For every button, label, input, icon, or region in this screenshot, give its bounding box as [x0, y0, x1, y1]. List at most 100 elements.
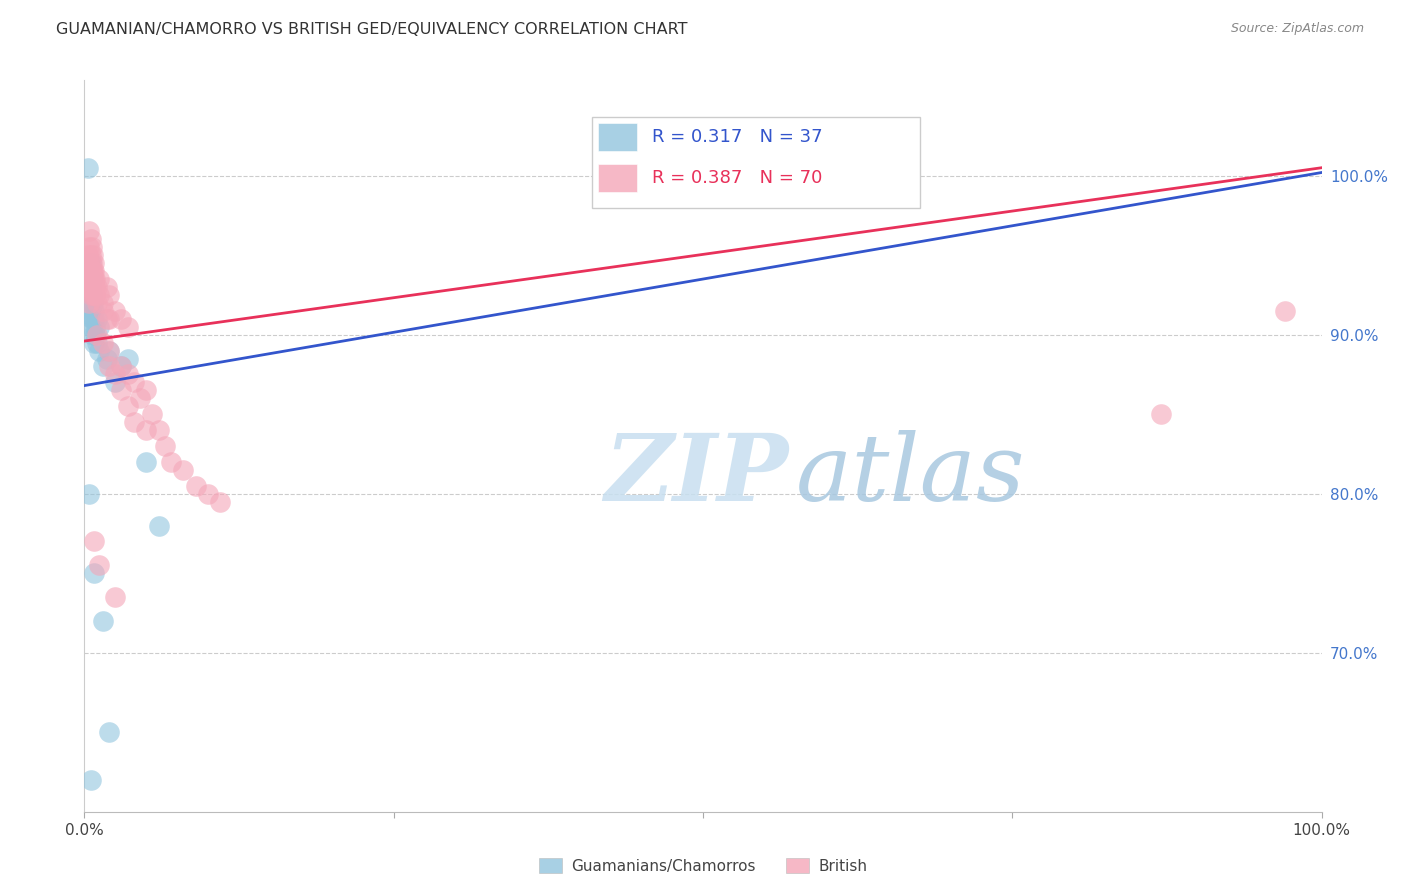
Point	[135, 423, 157, 437]
Point	[89, 288, 111, 302]
Point	[104, 376, 127, 390]
Point	[110, 359, 132, 374]
Point	[89, 272, 111, 286]
Point	[83, 272, 105, 286]
Point	[86, 296, 108, 310]
Point	[104, 303, 127, 318]
Point	[91, 303, 114, 318]
Text: atlas: atlas	[796, 430, 1025, 520]
Point	[83, 335, 105, 350]
Point	[84, 319, 107, 334]
Point	[98, 343, 121, 358]
FancyBboxPatch shape	[592, 117, 920, 209]
Point	[184, 479, 207, 493]
Text: Source: ZipAtlas.com: Source: ZipAtlas.com	[1230, 22, 1364, 36]
Point	[104, 590, 127, 604]
Point	[82, 288, 104, 302]
Point	[79, 280, 101, 294]
Point	[104, 368, 127, 382]
Point	[77, 280, 100, 294]
Point	[80, 272, 103, 286]
Point	[79, 264, 101, 278]
Point	[89, 343, 111, 358]
Point	[82, 248, 104, 262]
Legend: Guamanians/Chamorros, British: Guamanians/Chamorros, British	[533, 852, 873, 880]
Point	[86, 335, 108, 350]
Point	[148, 518, 170, 533]
FancyBboxPatch shape	[598, 123, 637, 152]
Point	[79, 248, 101, 262]
Point	[91, 335, 114, 350]
Point	[82, 280, 104, 294]
Point	[82, 296, 104, 310]
Point	[82, 327, 104, 342]
Point	[86, 280, 108, 294]
Point	[83, 264, 105, 278]
Point	[89, 558, 111, 573]
Point	[91, 359, 114, 374]
Point	[84, 272, 107, 286]
Point	[83, 311, 105, 326]
Point	[148, 423, 170, 437]
FancyBboxPatch shape	[598, 164, 637, 192]
Point	[83, 256, 105, 270]
Point	[110, 359, 132, 374]
Point	[84, 280, 107, 294]
Point	[79, 296, 101, 310]
Point	[80, 240, 103, 254]
Point	[79, 486, 101, 500]
Point	[98, 288, 121, 302]
Point	[77, 161, 100, 175]
Point	[89, 319, 111, 334]
Point	[79, 280, 101, 294]
Point	[79, 288, 101, 302]
Text: GUAMANIAN/CHAMORRO VS BRITISH GED/EQUIVALENCY CORRELATION CHART: GUAMANIAN/CHAMORRO VS BRITISH GED/EQUIVA…	[56, 22, 688, 37]
Point	[80, 256, 103, 270]
Point	[98, 311, 121, 326]
Point	[84, 327, 107, 342]
Text: ZIP: ZIP	[605, 430, 789, 520]
Point	[209, 494, 232, 508]
Point	[98, 343, 121, 358]
Point	[91, 296, 114, 310]
Point	[96, 280, 118, 294]
Point	[82, 311, 104, 326]
Text: R = 0.317   N = 37: R = 0.317 N = 37	[652, 128, 823, 145]
Point	[172, 463, 194, 477]
Point	[83, 534, 105, 549]
Point	[80, 264, 103, 278]
Point	[79, 296, 101, 310]
Point	[83, 303, 105, 318]
Point	[1274, 303, 1296, 318]
Point	[79, 224, 101, 238]
Point	[135, 384, 157, 398]
Point	[141, 407, 163, 421]
Point	[83, 288, 105, 302]
Point	[77, 248, 100, 262]
Point	[79, 240, 101, 254]
Point	[79, 772, 101, 787]
Point	[1150, 407, 1173, 421]
Point	[117, 399, 139, 413]
Point	[80, 311, 103, 326]
Point	[98, 359, 121, 374]
Point	[84, 288, 107, 302]
Point	[110, 311, 132, 326]
Point	[79, 256, 101, 270]
Point	[80, 272, 103, 286]
Point	[83, 280, 105, 294]
Point	[86, 327, 108, 342]
Point	[110, 384, 132, 398]
Point	[117, 319, 139, 334]
Point	[160, 455, 183, 469]
Point	[79, 303, 101, 318]
Point	[79, 256, 101, 270]
Point	[197, 486, 219, 500]
Point	[86, 311, 108, 326]
Point	[82, 272, 104, 286]
Point	[122, 415, 145, 429]
Point	[153, 439, 176, 453]
Point	[117, 351, 139, 366]
Point	[80, 280, 103, 294]
Point	[122, 376, 145, 390]
